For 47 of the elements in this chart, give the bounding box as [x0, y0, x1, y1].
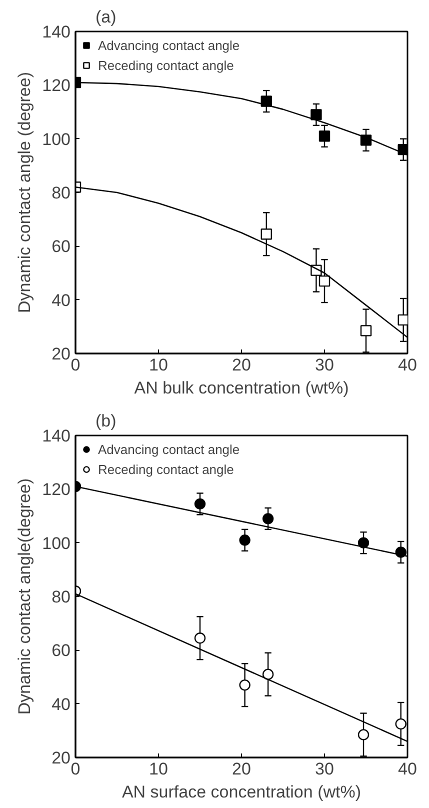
point: [194, 632, 206, 644]
point: [358, 537, 370, 548]
x-axis-title: AN bulk concentration (wt%): [134, 378, 349, 398]
point: [310, 109, 322, 120]
y-axis-title: Dynamic contact angle(degree): [15, 478, 34, 715]
chart-title: (a): [96, 8, 116, 26]
y-tick-label: 60: [52, 641, 71, 660]
point: [360, 325, 372, 336]
x-tick-label: 10: [149, 760, 168, 778]
y-tick-label: 120: [42, 480, 71, 500]
x-tick-label: 30: [315, 356, 334, 374]
y-tick-label: 140: [42, 22, 71, 42]
y-tick-label: 140: [42, 426, 71, 446]
y-axis-title: Dynamic contact angle (degree): [15, 72, 34, 313]
x-tick-label: 20: [232, 356, 251, 374]
point: [239, 534, 250, 546]
point: [398, 314, 408, 326]
legend-label: Receding contact angle: [98, 58, 234, 72]
y-tick-label: 80: [52, 184, 71, 202]
point: [318, 130, 330, 142]
chart-title: (b): [96, 412, 116, 430]
point: [194, 498, 206, 510]
x-tick-label: 0: [70, 356, 80, 374]
point: [358, 729, 370, 740]
legend-label: Advancing contact angle: [98, 442, 240, 456]
y-tick-label: 60: [52, 237, 71, 256]
x-tick-label: 30: [315, 760, 334, 778]
x-tick-label: 0: [70, 760, 80, 778]
x-tick-label: 10: [149, 356, 168, 374]
y-tick-label: 40: [52, 290, 71, 310]
legend-label: Advancing contact angle: [98, 38, 240, 52]
point: [318, 275, 330, 287]
x-tick-label: 20: [232, 760, 251, 778]
y-tick-label: 100: [42, 130, 71, 149]
point: [395, 718, 406, 730]
point: [239, 679, 250, 691]
x-axis-title: AN surface concentration (wt%): [122, 782, 362, 802]
x-tick-label: 40: [398, 356, 417, 374]
y-tick-label: 80: [52, 588, 71, 606]
y-tick-label: 120: [42, 76, 71, 96]
point: [262, 513, 274, 524]
point: [260, 228, 272, 240]
y-tick-label: 100: [42, 534, 71, 553]
x-tick-label: 40: [398, 760, 417, 778]
legend-label: Receding contact angle: [98, 462, 234, 476]
point: [262, 668, 274, 680]
y-tick-label: 40: [52, 694, 71, 714]
